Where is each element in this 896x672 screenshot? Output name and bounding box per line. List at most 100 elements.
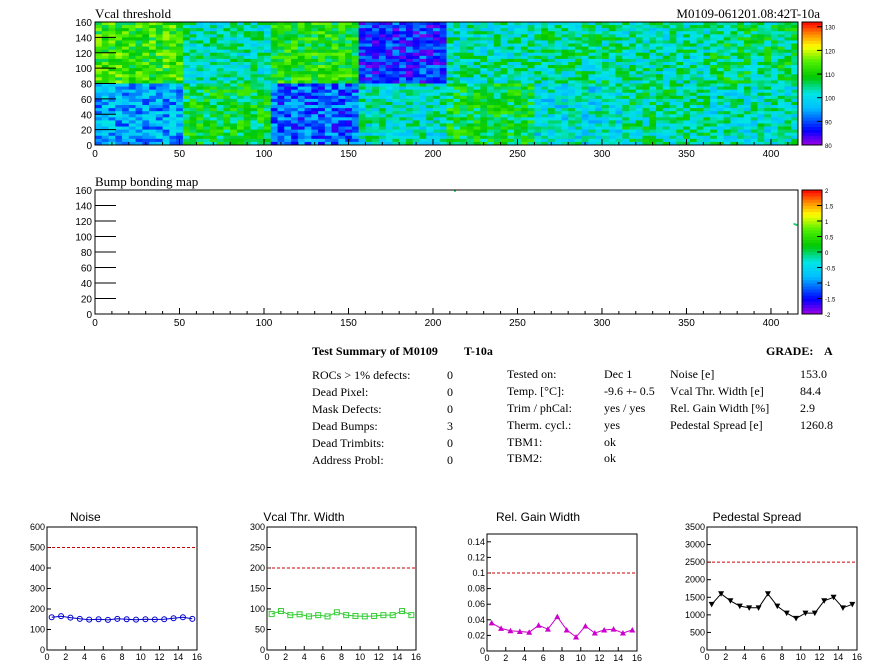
vcal-cell	[588, 77, 596, 81]
vcal-cell	[230, 126, 238, 131]
vcal-cell	[257, 135, 265, 140]
vcal-cell	[716, 138, 725, 143]
vcal-cell	[703, 105, 711, 109]
vcal-cell	[419, 43, 427, 48]
vcal-cell	[527, 31, 535, 35]
vcal-cell	[209, 105, 218, 109]
vcal-cell	[737, 138, 745, 143]
vcal-cell	[514, 126, 522, 131]
vcal-cell	[581, 22, 589, 26]
vcal-cell	[642, 129, 650, 134]
vcal-cell	[595, 22, 603, 26]
vcal-cell	[378, 114, 387, 118]
vcal-cell	[487, 132, 495, 137]
vcal-cell	[297, 34, 305, 38]
bump-scale-label: -1.5	[825, 298, 836, 304]
vcal-cell	[581, 49, 589, 54]
vcal-cell	[385, 55, 393, 60]
roc-plot-x-tick-label: 16	[411, 652, 421, 662]
vcal-cell	[338, 101, 346, 106]
roc-plot-point	[526, 629, 533, 635]
vcal-cell	[547, 92, 556, 97]
vcal-cell	[595, 111, 603, 115]
vcal-cell	[162, 114, 170, 118]
vcal-cell	[784, 92, 792, 97]
roc-plot-x-tick-label: 10	[136, 652, 146, 662]
vcal-cell	[365, 55, 373, 60]
vcal-cell	[182, 74, 191, 78]
vcal-cell	[514, 92, 522, 97]
bump-scale-label: 1	[825, 220, 829, 226]
vcal-cell	[493, 25, 501, 29]
vcal-cell	[568, 80, 576, 84]
vcal-cell	[270, 92, 278, 97]
vcal-cell	[622, 58, 630, 63]
vcal-cell	[122, 129, 130, 134]
vcal-cell	[338, 86, 346, 91]
vcal-cell	[162, 117, 170, 121]
vcal-cell	[561, 132, 569, 137]
vcal-cell	[466, 126, 474, 131]
vcal-cell	[250, 28, 258, 32]
vcal-cell	[547, 129, 556, 134]
vcal-cell	[446, 83, 454, 87]
vcal-y-tick-label: 0	[86, 141, 92, 152]
vcal-cell	[223, 28, 231, 32]
vcal-cell	[182, 117, 191, 121]
vcal-cell	[750, 83, 758, 87]
vcal-cell	[378, 95, 387, 100]
vcal-cell	[507, 111, 515, 115]
vcal-cell	[649, 101, 657, 106]
vcal-cell	[642, 123, 650, 127]
roc-plot-point	[516, 628, 523, 634]
vcal-cell	[487, 25, 495, 29]
vcal-cell	[757, 77, 765, 81]
vcal-cell	[574, 108, 583, 112]
vcal-cell	[561, 89, 569, 94]
vcal-cell	[703, 114, 711, 118]
vcal-cell	[770, 86, 779, 91]
vcal-cell	[176, 52, 184, 57]
vcal-cell	[520, 111, 529, 115]
bump-y-tick-label: 160	[75, 186, 92, 197]
vcal-cell	[318, 101, 326, 106]
vcal-cell	[209, 83, 218, 87]
vcal-cell	[507, 65, 515, 69]
vcal-cell	[743, 31, 752, 35]
vcal-cell	[588, 58, 596, 63]
vcal-cell	[419, 31, 427, 35]
vcal-cell	[128, 43, 136, 48]
vcal-cell	[507, 28, 515, 32]
vcal-cell	[250, 58, 258, 63]
vcal-cell	[338, 22, 346, 26]
vcal-cell	[162, 135, 170, 140]
vcal-cell	[108, 120, 116, 124]
vcal-cell	[209, 31, 218, 35]
vcal-cell	[453, 89, 461, 94]
vcal-cell	[236, 86, 245, 91]
vcal-cell	[480, 135, 488, 140]
vcal-cell	[203, 34, 211, 38]
vcal-cell	[743, 89, 752, 94]
vcal-cell	[426, 95, 434, 100]
vcal-cell	[365, 34, 373, 38]
vcal-y-tick-label: 160	[75, 18, 92, 29]
roc-plot-series-line	[271, 610, 412, 617]
vcal-cell	[230, 120, 238, 124]
vcal-cell	[149, 61, 157, 66]
vcal-cell	[135, 52, 143, 57]
vcal-cell	[662, 49, 670, 54]
vcal-cell	[588, 129, 596, 134]
vcal-cell	[318, 46, 326, 51]
vcal-cell	[743, 77, 752, 81]
vcal-cell	[500, 37, 508, 41]
vcal-cell	[189, 86, 197, 91]
vcal-cell	[629, 74, 637, 78]
vcal-cell	[743, 92, 752, 97]
vcal-cell	[487, 80, 495, 84]
vcal-cell	[730, 68, 738, 72]
vcal-cell	[541, 86, 549, 91]
vcal-cell	[236, 98, 245, 103]
vcal-cell	[622, 28, 630, 32]
vcal-cell	[365, 126, 373, 131]
